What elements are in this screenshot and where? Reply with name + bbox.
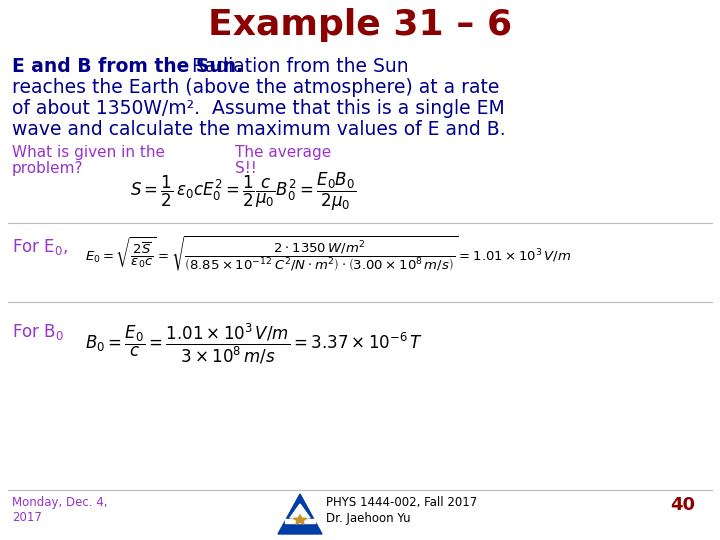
Text: Radiation from the Sun: Radiation from the Sun [186,57,409,76]
Text: reaches the Earth (above the atmosphere) at a rate: reaches the Earth (above the atmosphere)… [12,78,500,97]
Text: $B_0 = \dfrac{E_0}{c} = \dfrac{1.01\times10^3\,V/m}{3\times10^8\,m/s} = 3.37\tim: $B_0 = \dfrac{E_0}{c} = \dfrac{1.01\time… [85,322,423,367]
Text: Example 31 – 6: Example 31 – 6 [208,8,512,42]
Polygon shape [285,519,315,523]
Text: For $\mathregular{E_0}$,: For $\mathregular{E_0}$, [12,237,68,257]
Text: of about 1350W/m².  Assume that this is a single EM: of about 1350W/m². Assume that this is a… [12,99,505,118]
Polygon shape [278,494,322,534]
Text: E and B from the Sun.: E and B from the Sun. [12,57,243,76]
Text: Monday, Dec. 4,
2017: Monday, Dec. 4, 2017 [12,496,107,524]
Text: PHYS 1444-002, Fall 2017: PHYS 1444-002, Fall 2017 [326,496,477,509]
Text: Dr. Jaehoon Yu: Dr. Jaehoon Yu [326,512,410,525]
Text: wave and calculate the maximum values of E and B.: wave and calculate the maximum values of… [12,120,505,139]
Text: For $\mathregular{B_0}$: For $\mathregular{B_0}$ [12,322,64,342]
Polygon shape [290,504,310,518]
Polygon shape [293,515,307,524]
Text: 40: 40 [670,496,695,514]
Text: $S = \dfrac{1}{2}\,\varepsilon_0 c E_0^2 = \dfrac{1}{2}\dfrac{c}{\mu_0}B_0^2 = \: $S = \dfrac{1}{2}\,\varepsilon_0 c E_0^2… [130,171,356,213]
Text: $E_0 = \sqrt{\dfrac{2\overline{S}}{\varepsilon_0 c}} = \sqrt{\dfrac{2\cdot 1350\: $E_0 = \sqrt{\dfrac{2\overline{S}}{\vare… [85,235,571,274]
Text: problem?: problem? [12,161,84,176]
Text: The average: The average [235,145,331,160]
Text: What is given in the: What is given in the [12,145,165,160]
Text: S!!: S!! [235,161,257,176]
